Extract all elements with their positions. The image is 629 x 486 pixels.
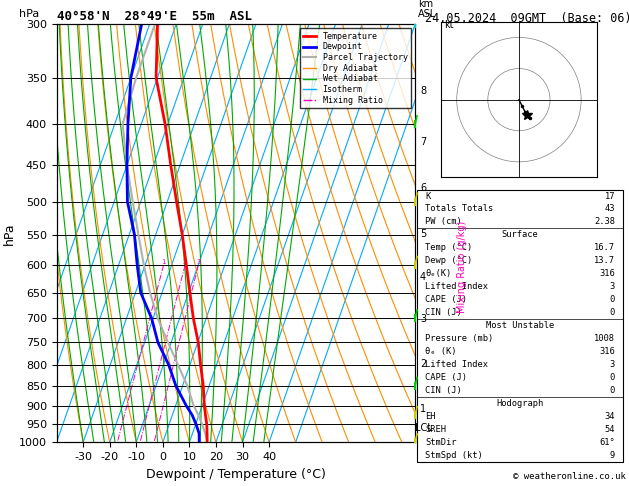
Text: 316: 316 xyxy=(599,269,615,278)
Text: hPa: hPa xyxy=(19,9,39,19)
Text: Dewp (°C): Dewp (°C) xyxy=(425,256,472,265)
X-axis label: Dewpoint / Temperature (°C): Dewpoint / Temperature (°C) xyxy=(146,468,326,481)
Text: CAPE (J): CAPE (J) xyxy=(425,373,467,382)
Text: 316: 316 xyxy=(599,347,615,356)
Text: SREH: SREH xyxy=(425,425,447,434)
Text: Totals Totals: Totals Totals xyxy=(425,205,494,213)
Text: 54: 54 xyxy=(604,425,615,434)
Text: θₑ(K): θₑ(K) xyxy=(425,269,452,278)
Text: Most Unstable: Most Unstable xyxy=(486,321,554,330)
Text: 24.05.2024  09GMT  (Base: 06): 24.05.2024 09GMT (Base: 06) xyxy=(425,12,629,25)
Text: 0: 0 xyxy=(610,373,615,382)
Text: km
ASL: km ASL xyxy=(418,0,437,19)
Text: © weatheronline.co.uk: © weatheronline.co.uk xyxy=(513,472,626,481)
Text: 0: 0 xyxy=(610,386,615,395)
Text: Mixing Ratio (g/kg): Mixing Ratio (g/kg) xyxy=(457,221,467,313)
Text: 61°: 61° xyxy=(599,438,615,447)
Text: 3: 3 xyxy=(610,282,615,291)
Text: 9: 9 xyxy=(610,451,615,460)
Text: Lifted Index: Lifted Index xyxy=(425,360,488,369)
Text: PW (cm): PW (cm) xyxy=(425,217,462,226)
Text: 0: 0 xyxy=(610,295,615,304)
Text: 3: 3 xyxy=(610,360,615,369)
Text: 43: 43 xyxy=(604,205,615,213)
Text: 1: 1 xyxy=(162,259,166,265)
Text: CIN (J): CIN (J) xyxy=(425,386,462,395)
Text: 3: 3 xyxy=(196,259,201,265)
Text: CIN (J): CIN (J) xyxy=(425,308,462,317)
Text: kt: kt xyxy=(444,20,454,30)
Text: 16.7: 16.7 xyxy=(594,243,615,252)
Text: 0: 0 xyxy=(610,308,615,317)
Text: Surface: Surface xyxy=(502,230,538,240)
Y-axis label: hPa: hPa xyxy=(3,222,16,244)
Text: 2: 2 xyxy=(183,259,187,265)
Text: Temp (°C): Temp (°C) xyxy=(425,243,472,252)
Text: CAPE (J): CAPE (J) xyxy=(425,295,467,304)
Legend: Temperature, Dewpoint, Parcel Trajectory, Dry Adiabat, Wet Adiabat, Isotherm, Mi: Temperature, Dewpoint, Parcel Trajectory… xyxy=(300,29,411,108)
Text: 1008: 1008 xyxy=(594,334,615,343)
Text: StmDir: StmDir xyxy=(425,438,457,447)
Text: EH: EH xyxy=(425,412,436,421)
Text: LCL: LCL xyxy=(415,423,433,433)
Text: Hodograph: Hodograph xyxy=(496,399,544,408)
Text: 17: 17 xyxy=(604,191,615,201)
Text: θₑ (K): θₑ (K) xyxy=(425,347,457,356)
Text: 40°58'N  28°49'E  55m  ASL: 40°58'N 28°49'E 55m ASL xyxy=(57,10,252,23)
Text: 34: 34 xyxy=(604,412,615,421)
Text: 13.7: 13.7 xyxy=(594,256,615,265)
Text: Pressure (mb): Pressure (mb) xyxy=(425,334,494,343)
Text: 2.38: 2.38 xyxy=(594,217,615,226)
Text: Lifted Index: Lifted Index xyxy=(425,282,488,291)
Text: StmSpd (kt): StmSpd (kt) xyxy=(425,451,483,460)
Text: K: K xyxy=(425,191,430,201)
